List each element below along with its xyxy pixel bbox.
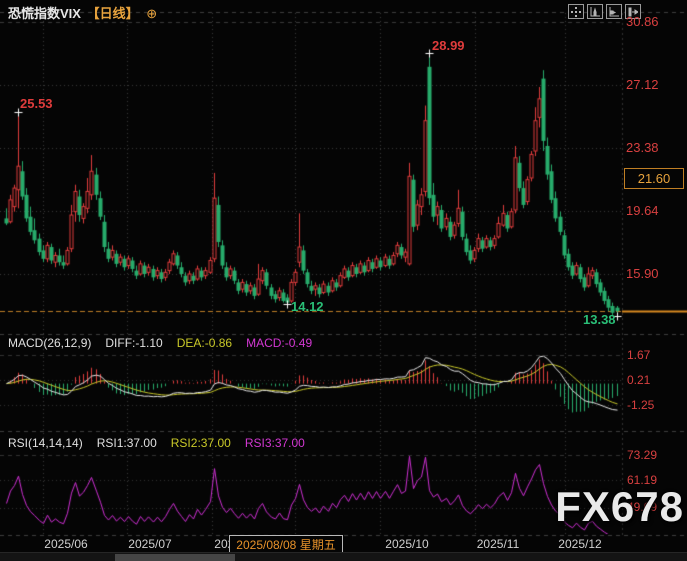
macd-params-label: MACD(26,12,9)	[8, 336, 92, 350]
rsi-params-label: RSI(14,14,14)	[8, 436, 83, 450]
watermark: FX678	[555, 483, 684, 530]
time-axis-label: 2025/11	[476, 537, 520, 551]
macd-axis-label: -1.25	[627, 398, 655, 412]
time-axis-label: 2025/06	[44, 537, 88, 551]
time-axis-label: 2025/07	[128, 537, 172, 551]
chart-header: 恐慌指数VIX 【日线】 ⊕	[8, 3, 157, 22]
macd-axis-label: 0.21	[627, 373, 651, 387]
crosshair-price-box: 21.60	[624, 168, 684, 189]
low-annotation: 14.12	[291, 299, 324, 314]
price-axis-label: 27.12	[626, 77, 659, 92]
price-axis-label: 15.90	[626, 266, 659, 281]
axis-zoom-out-icon[interactable]	[606, 4, 622, 19]
macd-diff-value: DIFF:-1.10	[105, 336, 163, 350]
rsi-axis-label: 61.19	[627, 473, 658, 487]
rsi-axis-label: 73.29	[627, 448, 658, 462]
rsi1-value: RSI1:37.00	[96, 436, 157, 450]
scrollbar-thumb[interactable]	[115, 554, 235, 561]
instrument-title: 恐慌指数VIX	[8, 6, 81, 21]
move-icon[interactable]	[568, 4, 584, 19]
price-axis-label: 30.86	[626, 14, 659, 29]
macd-axis-label: 1.67	[627, 348, 651, 362]
time-axis-label: 2025/12	[558, 537, 602, 551]
macd-dea-value: DEA:-0.86	[176, 336, 233, 350]
rsi3-value: RSI3:37.00	[244, 436, 305, 450]
rsi-axis-label: 49.09	[627, 500, 658, 514]
macd-hist-value: MACD:-0.49	[246, 336, 313, 350]
chart-toolbar	[568, 4, 641, 19]
period-label[interactable]: 【日线】	[86, 6, 139, 21]
expand-icon[interactable]: ⊕	[146, 6, 158, 21]
shift-right-icon[interactable]	[625, 4, 641, 19]
price-axis-label: 19.64	[626, 203, 659, 218]
high-annotation: 28.99	[432, 38, 465, 53]
time-axis-label: 2025/10	[385, 537, 429, 551]
low-annotation: 13.38	[583, 312, 616, 327]
horizontal-scrollbar[interactable]	[0, 552, 687, 561]
rsi2-value: RSI2:37.00	[170, 436, 231, 450]
rsi-label-row: RSI(14,14,14) RSI1:37.00 RSI2:37.00 RSI3:37…	[8, 436, 319, 450]
crosshair-date-box: 2025/08/08 星期五	[229, 535, 343, 553]
high-annotation: 25.53	[20, 96, 53, 111]
price-axis-label: 23.38	[626, 140, 659, 155]
macd-label-row: MACD(26,12,9) DIFF:-1.10 DEA:-0.86 MACD:-0.…	[8, 336, 326, 350]
axis-zoom-in-icon[interactable]	[587, 4, 603, 19]
